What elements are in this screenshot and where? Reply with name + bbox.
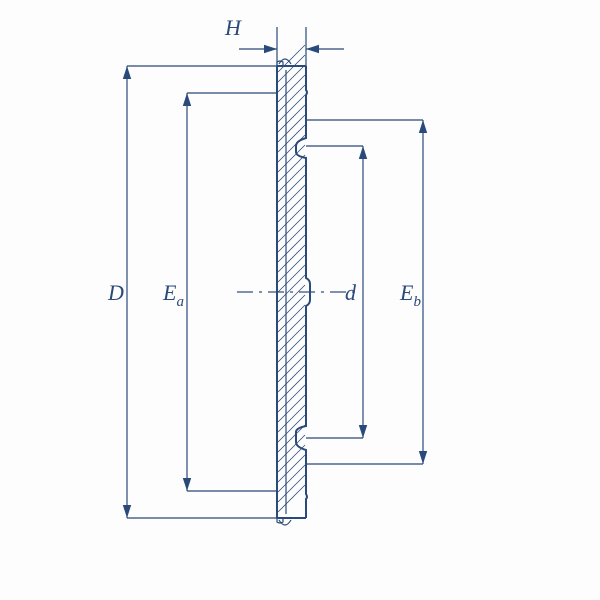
dim-label-Eb: Eb [399, 280, 421, 310]
dim-label-H: H [224, 15, 242, 40]
part-cross-section [277, 45, 310, 525]
dim-label-Ea: Ea [162, 280, 184, 310]
dim-label-D: D [107, 280, 124, 305]
section-hatch [278, 45, 305, 512]
bearing-cross-section-diagram: H D Ea d Eb [0, 0, 600, 600]
dim-label-d: d [345, 280, 357, 305]
